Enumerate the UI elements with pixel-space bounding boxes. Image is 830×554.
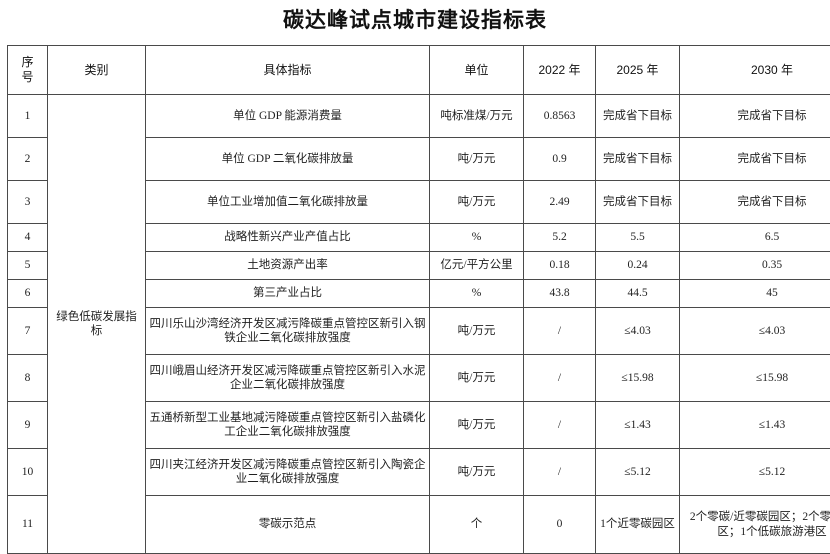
header-row: 序 号 类别 具体指标 单位 2022 年 2025 年 2030 年 [8,46,830,95]
cell-category: 绿色低碳发展指标 [48,95,146,554]
column-header-sequence-char-2: 号 [11,70,44,85]
cell-unit: 吨/万元 [430,308,524,355]
cell-sequence: 6 [8,280,48,308]
cell-indicator: 战略性新兴产业产值占比 [146,224,430,252]
cell-unit: 吨/万元 [430,402,524,449]
cell-unit: 吨标准煤/万元 [430,95,524,138]
cell-indicator: 土地资源产出率 [146,252,430,280]
cell-indicator: 单位 GDP 能源消费量 [146,95,430,138]
table-header: 序 号 类别 具体指标 单位 2022 年 2025 年 2030 年 [8,46,830,95]
table-container: 序 号 类别 具体指标 单位 2022 年 2025 年 2030 年 1 绿色… [0,45,830,554]
column-header-category: 类别 [48,46,146,95]
cell-year-2022: 0 [524,496,596,554]
cell-year-2022: 5.2 [524,224,596,252]
cell-year-2025: 5.5 [596,224,680,252]
cell-unit: % [430,280,524,308]
cell-year-2025: 1个近零碳园区 [596,496,680,554]
cell-unit: 个 [430,496,524,554]
cell-year-2025: 44.5 [596,280,680,308]
cell-sequence: 5 [8,252,48,280]
cell-year-2022: / [524,449,596,496]
cell-year-2022: / [524,308,596,355]
cell-year-2030: 2个零碳/近零碳园区；2个零碳景区；1个低碳旅游港区 [680,496,830,554]
cell-unit: 吨/万元 [430,449,524,496]
column-header-unit: 单位 [430,46,524,95]
cell-year-2030: 完成省下目标 [680,95,830,138]
column-header-year-2030: 2030 年 [680,46,830,95]
cell-indicator: 四川夹江经济开发区减污降碳重点管控区新引入陶瓷企业二氧化碳排放强度 [146,449,430,496]
cell-indicator: 单位 GDP 二氧化碳排放量 [146,138,430,181]
cell-indicator: 零碳示范点 [146,496,430,554]
cell-year-2025: ≤4.03 [596,308,680,355]
cell-year-2022: 0.9 [524,138,596,181]
cell-year-2025: 0.24 [596,252,680,280]
cell-year-2030: 0.35 [680,252,830,280]
cell-year-2030: 完成省下目标 [680,138,830,181]
cell-sequence: 7 [8,308,48,355]
cell-year-2022: 43.8 [524,280,596,308]
cell-year-2022: / [524,355,596,402]
cell-year-2030: ≤15.98 [680,355,830,402]
cell-indicator: 第三产业占比 [146,280,430,308]
indicator-table: 序 号 类别 具体指标 单位 2022 年 2025 年 2030 年 1 绿色… [7,45,830,554]
cell-year-2022: 0.18 [524,252,596,280]
cell-sequence: 10 [8,449,48,496]
cell-unit: 吨/万元 [430,181,524,224]
cell-indicator: 四川峨眉山经济开发区减污降碳重点管控区新引入水泥企业二氧化碳排放强度 [146,355,430,402]
cell-sequence: 4 [8,224,48,252]
table-row: 1 绿色低碳发展指标 单位 GDP 能源消费量 吨标准煤/万元 0.8563 完… [8,95,830,138]
cell-year-2025: ≤1.43 [596,402,680,449]
column-header-year-2025: 2025 年 [596,46,680,95]
page-title: 碳达峰试点城市建设指标表 [0,0,830,45]
cell-sequence: 2 [8,138,48,181]
cell-sequence: 3 [8,181,48,224]
column-header-sequence: 序 号 [8,46,48,95]
cell-year-2025: ≤5.12 [596,449,680,496]
cell-indicator: 四川乐山沙湾经济开发区减污降碳重点管控区新引入钢铁企业二氧化碳排放强度 [146,308,430,355]
column-header-indicator: 具体指标 [146,46,430,95]
cell-sequence: 1 [8,95,48,138]
column-header-year-2022: 2022 年 [524,46,596,95]
table-body: 1 绿色低碳发展指标 单位 GDP 能源消费量 吨标准煤/万元 0.8563 完… [8,95,830,554]
document-page: 碳达峰试点城市建设指标表 序 号 类别 具体指标 [0,0,830,508]
cell-year-2025: 完成省下目标 [596,181,680,224]
cell-year-2022: / [524,402,596,449]
cell-year-2030: ≤4.03 [680,308,830,355]
cell-sequence: 8 [8,355,48,402]
cell-year-2030: ≤5.12 [680,449,830,496]
column-header-sequence-char-1: 序 [11,55,44,70]
cell-year-2025: 完成省下目标 [596,138,680,181]
cell-indicator: 五通桥新型工业基地减污降碳重点管控区新引入盐磷化工企业二氧化碳排放强度 [146,402,430,449]
cell-year-2030: 完成省下目标 [680,181,830,224]
cell-year-2025: 完成省下目标 [596,95,680,138]
cell-year-2030: 6.5 [680,224,830,252]
cell-year-2022: 2.49 [524,181,596,224]
cell-sequence: 9 [8,402,48,449]
cell-unit: % [430,224,524,252]
cell-year-2030: 45 [680,280,830,308]
cell-year-2030: ≤1.43 [680,402,830,449]
cell-year-2022: 0.8563 [524,95,596,138]
cell-sequence: 11 [8,496,48,554]
cell-unit: 吨/万元 [430,138,524,181]
cell-unit: 亿元/平方公里 [430,252,524,280]
cell-unit: 吨/万元 [430,355,524,402]
cell-indicator: 单位工业增加值二氧化碳排放量 [146,181,430,224]
cell-year-2025: ≤15.98 [596,355,680,402]
